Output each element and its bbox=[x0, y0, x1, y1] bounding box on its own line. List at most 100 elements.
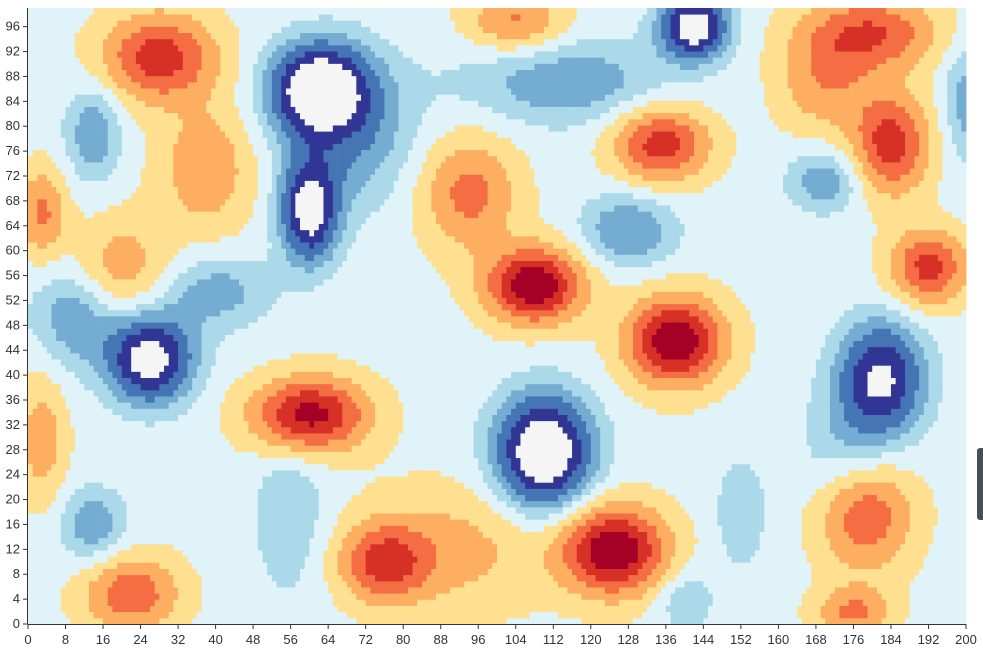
heatmap-cell bbox=[497, 569, 502, 576]
heatmap-cell bbox=[910, 618, 915, 625]
heatmap-cell bbox=[323, 618, 328, 625]
heatmap-cell bbox=[661, 599, 666, 606]
heatmap-cell bbox=[760, 562, 765, 569]
heatmap-cell bbox=[384, 544, 389, 551]
heatmap-cell bbox=[267, 538, 272, 545]
heatmap-cell bbox=[333, 618, 338, 625]
heatmap-cell bbox=[567, 550, 572, 557]
heatmap-cell bbox=[694, 538, 699, 545]
heatmap-cell bbox=[863, 556, 868, 563]
heatmap-cell bbox=[169, 569, 174, 576]
heatmap-cell bbox=[436, 532, 441, 539]
heatmap-cell bbox=[614, 556, 619, 563]
heatmap-cell bbox=[469, 593, 474, 600]
heatmap-cell bbox=[75, 569, 80, 576]
heatmap-cell bbox=[375, 532, 380, 539]
heatmap-cell bbox=[258, 575, 263, 582]
heatmap-cell bbox=[375, 575, 380, 582]
heatmap-cell bbox=[117, 550, 122, 557]
heatmap-cell bbox=[685, 544, 690, 551]
heatmap-cell bbox=[80, 575, 85, 582]
heatmap-cell bbox=[126, 575, 131, 582]
heatmap-cell bbox=[628, 606, 633, 613]
heatmap-cell bbox=[600, 587, 605, 594]
heatmap-cell bbox=[230, 569, 235, 576]
heatmap-cell bbox=[685, 587, 690, 594]
heatmap-cell bbox=[516, 606, 521, 613]
heatmap-cell bbox=[56, 544, 61, 551]
heatmap-cell bbox=[94, 569, 99, 576]
heatmap-cell bbox=[572, 556, 577, 563]
heatmap-cell bbox=[769, 556, 774, 563]
heatmap-cell bbox=[305, 550, 310, 557]
heatmap-cell bbox=[338, 587, 343, 594]
heatmap-cell bbox=[216, 550, 221, 557]
heatmap-cell bbox=[849, 569, 854, 576]
heatmap-cell bbox=[431, 532, 436, 539]
heatmap-cell bbox=[961, 562, 966, 569]
heatmap-cell bbox=[746, 618, 751, 625]
heatmap-cell bbox=[427, 599, 432, 606]
heatmap-cell bbox=[169, 581, 174, 588]
heatmap-cell bbox=[305, 562, 310, 569]
heatmap-cell bbox=[441, 532, 446, 539]
heatmap-cell bbox=[858, 587, 863, 594]
heatmap-cell bbox=[42, 532, 47, 539]
heatmap-cell bbox=[914, 599, 919, 606]
heatmap-cell bbox=[891, 556, 896, 563]
heatmap-cell bbox=[248, 538, 253, 545]
heatmap-cell bbox=[211, 606, 216, 613]
heatmap-cell bbox=[853, 544, 858, 551]
heatmap-cell bbox=[642, 575, 647, 582]
heatmap-cell bbox=[89, 581, 94, 588]
heatmap-cell bbox=[206, 612, 211, 619]
heatmap-cell bbox=[886, 587, 891, 594]
heatmap-cell bbox=[436, 581, 441, 588]
heatmap-cell bbox=[230, 550, 235, 557]
heatmap-cell bbox=[356, 618, 361, 625]
heatmap-cell bbox=[253, 612, 258, 619]
heatmap-cell bbox=[361, 544, 366, 551]
heatmap-cell bbox=[619, 556, 624, 563]
heatmap-cell bbox=[464, 544, 469, 551]
heatmap-cell bbox=[957, 618, 962, 625]
heatmap-cell bbox=[544, 569, 549, 576]
heatmap-cell bbox=[272, 593, 277, 600]
heatmap-cell bbox=[131, 569, 136, 576]
heatmap-cell bbox=[581, 593, 586, 600]
heatmap-cell bbox=[333, 569, 338, 576]
heatmap-cell bbox=[455, 538, 460, 545]
heatmap-cell bbox=[821, 587, 826, 594]
heatmap-cell bbox=[281, 599, 286, 606]
heatmap-cell bbox=[474, 575, 479, 582]
heatmap-cell bbox=[671, 575, 676, 582]
heatmap-cell bbox=[699, 544, 704, 551]
heatmap-cell bbox=[656, 550, 661, 557]
heatmap-cell bbox=[394, 587, 399, 594]
heatmap-cell bbox=[764, 556, 769, 563]
heatmap-cell bbox=[638, 612, 643, 619]
heatmap-cell bbox=[150, 606, 155, 613]
heatmap-cell bbox=[910, 544, 915, 551]
heatmap-cell bbox=[164, 556, 169, 563]
heatmap-cell bbox=[727, 599, 732, 606]
heatmap-cell bbox=[145, 532, 150, 539]
heatmap-cell bbox=[380, 532, 385, 539]
heatmap-cell bbox=[811, 606, 816, 613]
heatmap-cell bbox=[159, 587, 164, 594]
heatmap-cell bbox=[338, 599, 343, 606]
heatmap-cell bbox=[28, 612, 33, 619]
heatmap-cell bbox=[239, 538, 244, 545]
heatmap-cell bbox=[642, 556, 647, 563]
heatmap-cell bbox=[685, 599, 690, 606]
heatmap-cell bbox=[896, 538, 901, 545]
heatmap-cell bbox=[722, 550, 727, 557]
heatmap-cell bbox=[141, 550, 146, 557]
heatmap-cell bbox=[821, 544, 826, 551]
heatmap-cell bbox=[652, 575, 657, 582]
heatmap-cell bbox=[502, 538, 507, 545]
heatmap-cell bbox=[155, 606, 160, 613]
heatmap-cell bbox=[84, 569, 89, 576]
heatmap-cell bbox=[28, 544, 33, 551]
heatmap-cell bbox=[722, 562, 727, 569]
